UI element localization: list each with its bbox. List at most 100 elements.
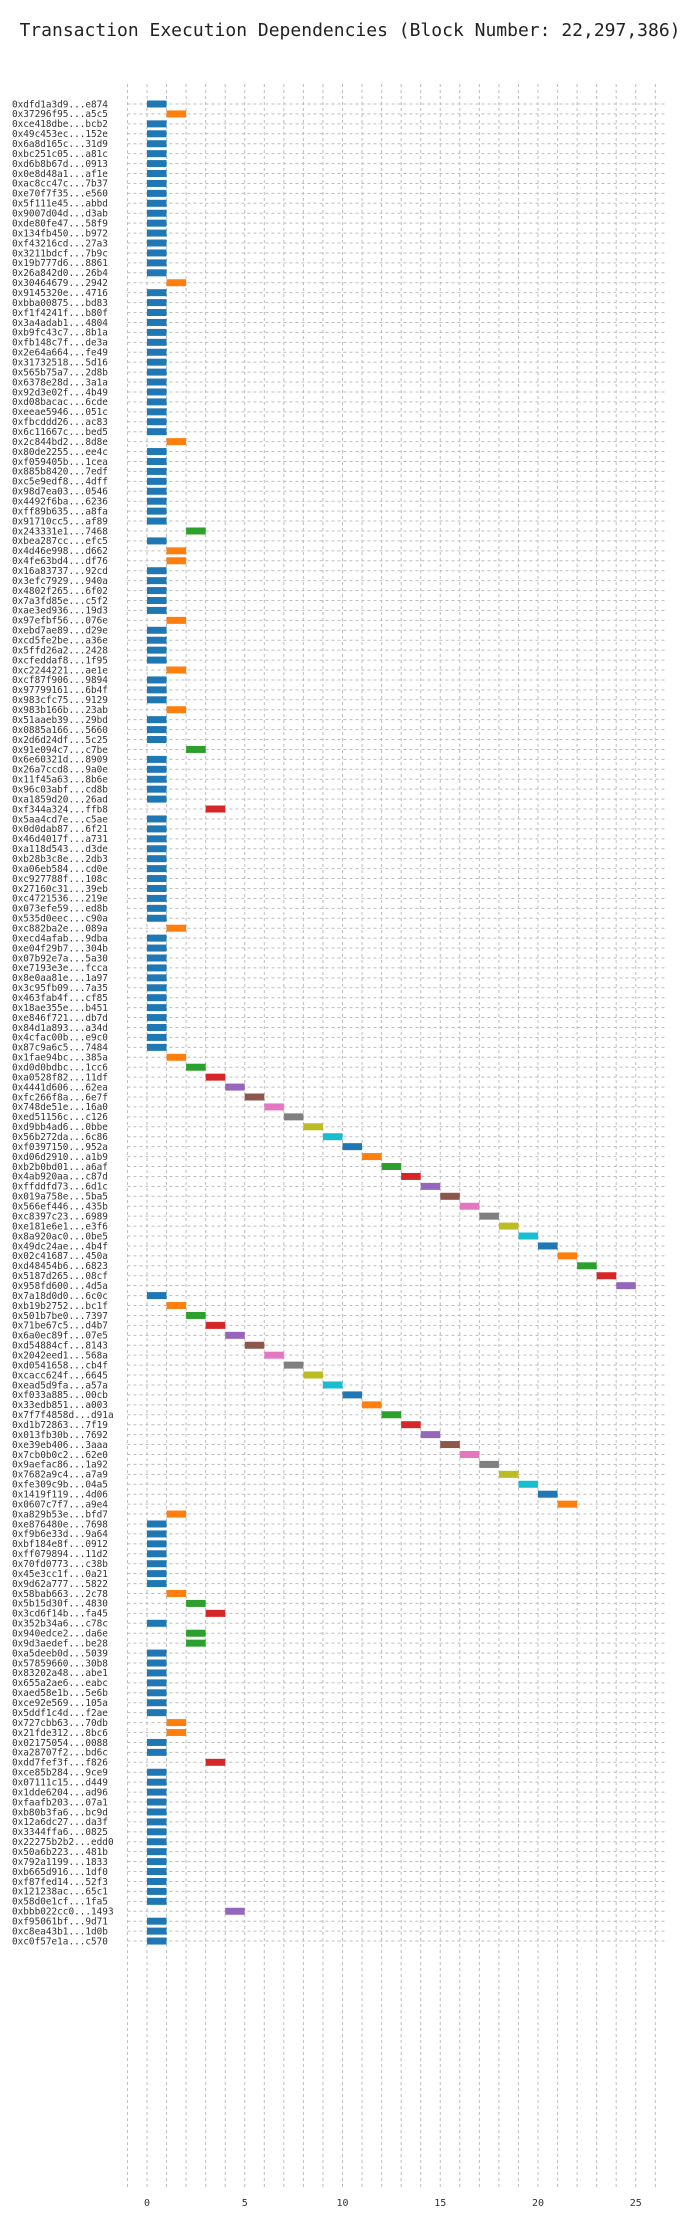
y-tick-label: 0x51aaeb39...29bd (12, 715, 108, 726)
transaction-bar (147, 1868, 167, 1876)
transaction-bar (186, 1629, 206, 1637)
transaction-bar (147, 328, 167, 336)
y-tick-label: 0xce85b284...9ce9 (12, 1768, 108, 1779)
y-tick-label: 0x97efbf56...076e (12, 616, 108, 627)
transaction-bar (205, 1609, 226, 1617)
y-tick-label: 0x566ef446...435b (12, 1202, 108, 1213)
transaction-bar (205, 805, 226, 813)
transaction-bar (479, 1460, 499, 1468)
y-tick-label: 0x5aa4cd7e...c5ae (12, 814, 108, 825)
y-tick-label: 0xa829b53e...bfd7 (12, 1509, 108, 1520)
transaction-bar (147, 388, 167, 396)
y-tick-label: 0x16a83737...92cd (12, 566, 108, 577)
y-tick-label: 0xcd5fe2be...a36e (12, 636, 108, 647)
transaction-bar (147, 309, 167, 317)
y-tick-label: 0x19b777d6...8861 (12, 258, 108, 269)
y-tick-label: 0x12a6dc27...da3f (12, 1817, 108, 1828)
y-tick-label: 0x31732518...5d16 (12, 357, 108, 368)
y-tick-label: 0x2042eed1...568a (12, 1350, 108, 1361)
transaction-bar (147, 1848, 167, 1856)
transaction-bar (147, 408, 167, 416)
transaction-bar (147, 1738, 167, 1746)
transaction-bar (147, 964, 167, 972)
transaction-bar (147, 219, 167, 227)
y-tick-label: 0xf95061bf...9d71 (12, 1916, 108, 1927)
transaction-bar (147, 825, 167, 833)
y-tick-label: 0xe70f7f35...e560 (12, 189, 108, 200)
transaction-bar (147, 1580, 167, 1588)
y-tick-label: 0x7a3fd85e...c5f2 (12, 596, 108, 607)
y-tick-label: 0x49dc24ae...4b4f (12, 1241, 108, 1252)
transaction-bar (362, 1153, 382, 1161)
y-tick-label: 0xbba00875...bd83 (12, 298, 108, 309)
y-tick-label: 0x4cfac00b...e9c0 (12, 1033, 108, 1044)
transaction-bar (147, 477, 167, 485)
transaction-bar (147, 140, 167, 148)
y-tick-label: 0x6a8d165c...31d9 (12, 139, 108, 150)
transaction-bar (147, 1699, 167, 1707)
transaction-bar (147, 845, 167, 853)
transaction-bar (147, 170, 167, 178)
y-tick-label: 0x121238ac...65c1 (12, 1887, 108, 1898)
transaction-bar (147, 269, 167, 277)
y-tick-label: 0x6378e28d...3a1a (12, 377, 108, 388)
transaction-bar (147, 1004, 167, 1012)
transaction-bar (147, 646, 167, 654)
y-tick-label: 0xb9fc43c7...8b1a (12, 328, 108, 339)
transaction-bar (147, 517, 167, 525)
transaction-bar (225, 1331, 245, 1339)
y-tick-label: 0x9007d04d...d3ab (12, 209, 108, 220)
transaction-bar (147, 686, 167, 694)
transaction-bar (401, 1172, 421, 1180)
y-tick-label: 0x92d3e02f...4b49 (12, 387, 108, 398)
y-tick-label: 0xcf87f906...9894 (12, 675, 108, 686)
transaction-bar (147, 1709, 167, 1717)
transaction-bar (342, 1143, 363, 1151)
transaction-bar (166, 666, 187, 674)
transaction-bar (420, 1182, 441, 1190)
y-tick-label: 0x4d46e998...d662 (12, 546, 108, 557)
transaction-bar (322, 1133, 343, 1141)
y-tick-label: 0x5ddf1c4d...f2ae (12, 1708, 108, 1719)
transaction-bar (147, 755, 167, 763)
transaction-bar (147, 368, 167, 376)
transaction-bar (459, 1450, 480, 1458)
transaction-bar (186, 745, 206, 753)
transaction-bar (166, 1053, 187, 1061)
y-tick-label: 0x983cfc75...9129 (12, 695, 108, 706)
y-tick-label: 0x26a842d0...26b4 (12, 268, 108, 279)
y-tick-label: 0x8e0aa81e...1a97 (12, 973, 108, 984)
transaction-bar (147, 606, 167, 614)
transaction-bar (498, 1222, 519, 1230)
y-tick-label: 0x71be67c5...d4b7 (12, 1321, 108, 1332)
y-tick-label: 0x87c9a6c5...7484 (12, 1043, 108, 1054)
y-tick-label: 0x352b34a6...c78c (12, 1619, 108, 1630)
y-tick-label: 0xb2b0bd01...a6af (12, 1162, 108, 1173)
y-tick-label: 0xc2244221...ae1e (12, 665, 108, 676)
y-tick-label: 0xead5d9fa...a57a (12, 1380, 108, 1391)
y-tick-label: 0x535d0eec...c90a (12, 914, 108, 925)
transaction-bar (186, 527, 206, 535)
y-tick-label: 0x07b92e7a...5a30 (12, 953, 108, 964)
transaction-bar (147, 1778, 167, 1786)
y-tick-label: 0xce418dbe...bcb2 (12, 119, 108, 130)
transaction-bar (362, 1401, 382, 1409)
y-tick-label: 0x45e3cc1f...0a21 (12, 1569, 108, 1580)
transaction-bar (225, 1907, 245, 1915)
transaction-bar (147, 1292, 167, 1300)
y-tick-label: 0x26a7ccd8...9a0e (12, 765, 108, 776)
y-tick-label: 0xc5e9edf8...4dff (12, 477, 108, 488)
transaction-bar (147, 944, 167, 952)
y-tick-label: 0xecd4afab...9dba (12, 933, 108, 944)
y-tick-label: 0xd54884cf...8143 (12, 1341, 108, 1352)
transaction-bar (498, 1470, 519, 1478)
transaction-bar (577, 1262, 597, 1270)
transaction-bar (147, 428, 167, 436)
y-tick-label: 0xb19b2752...bc1f (12, 1301, 108, 1312)
transaction-bar (147, 1520, 167, 1528)
transaction-bar (147, 150, 167, 158)
transaction-bar (596, 1272, 617, 1280)
transaction-bar (147, 676, 167, 684)
y-tick-label: 0xc8397c23...6989 (12, 1211, 108, 1222)
transaction-bar (147, 775, 167, 783)
